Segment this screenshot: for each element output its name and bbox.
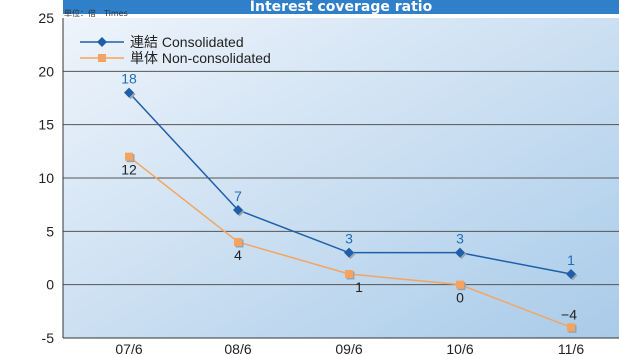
y-tick-label: 20 <box>38 63 54 79</box>
x-tick-label: 09/6 <box>335 341 362 355</box>
nonconsolidated-point <box>125 152 133 161</box>
consolidated-point <box>124 87 134 98</box>
y-tick-label: 5 <box>46 223 54 239</box>
nonconsolidated-point <box>456 280 464 289</box>
y-tick-label: -5 <box>42 330 55 346</box>
unit-label: 単位：倍 Times <box>64 8 128 18</box>
legend-nonconsolidated-marker <box>98 54 106 62</box>
consolidated-data-label: 3 <box>456 231 464 247</box>
legend-consolidated-marker <box>97 37 107 47</box>
y-tick-label: 25 <box>38 10 54 26</box>
nonconsolidated-point <box>234 238 242 246</box>
y-tick-label: 15 <box>38 117 54 133</box>
nonconsolidated-point <box>567 323 575 332</box>
consolidated-point <box>233 205 243 215</box>
legend-label: 単体 Non-consolidated <box>130 50 271 66</box>
consolidated-data-label: 7 <box>234 188 242 204</box>
nonconsolidated-data-label: 0 <box>456 290 464 306</box>
consolidated-data-label: 18 <box>121 71 137 87</box>
x-tick-label: 11/6 <box>558 341 584 355</box>
x-tick-label: 07/6 <box>115 341 142 355</box>
y-tick-label: 10 <box>38 170 54 186</box>
nonconsolidated-data-label: 12 <box>121 162 137 178</box>
x-tick-label: 08/6 <box>224 341 251 355</box>
consolidated-data-label: 1 <box>567 252 575 268</box>
consolidated-data-label: 3 <box>345 231 353 247</box>
nonconsolidated-data-label: −4 <box>561 306 577 322</box>
legend-label: 連結 Consolidated <box>130 34 244 50</box>
nonconsolidated-data-label: 4 <box>234 247 242 263</box>
consolidated-point <box>566 269 576 279</box>
consolidated-point <box>455 247 465 258</box>
nonconsolidated-data-label: 1 <box>355 279 363 295</box>
chart-title: Interest coverage ratio <box>250 0 433 15</box>
title-band <box>63 0 619 14</box>
consolidated-point <box>344 247 354 258</box>
x-tick-label: 10/6 <box>446 341 473 355</box>
y-tick-label: 0 <box>46 277 54 293</box>
nonconsolidated-point <box>345 270 353 278</box>
